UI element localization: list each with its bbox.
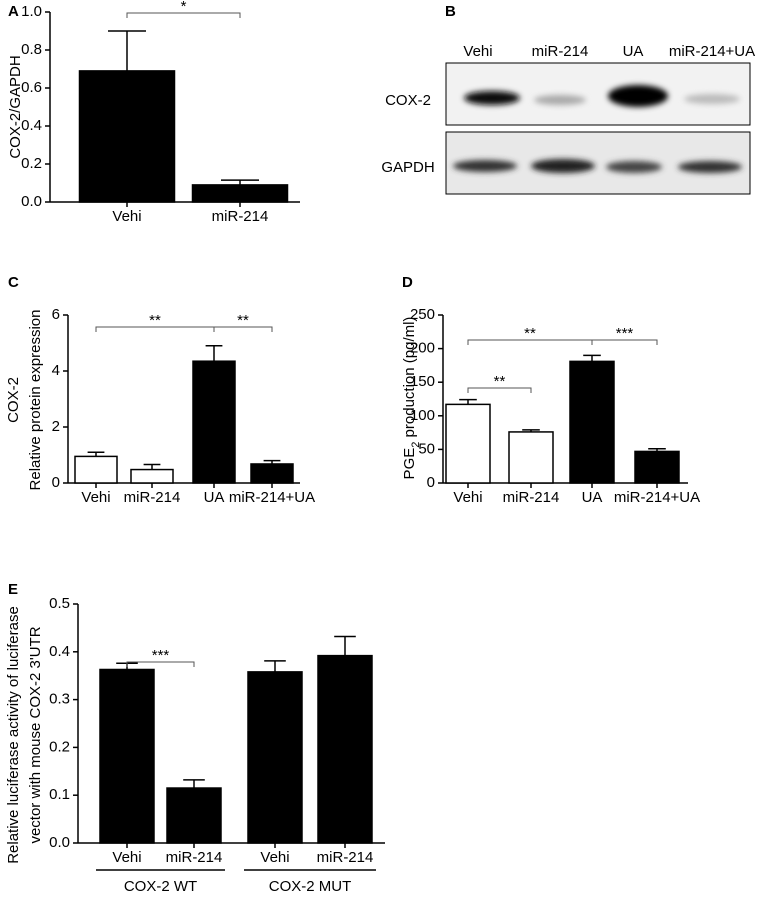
bar [191, 184, 289, 203]
y-tick-label: 0.4 [21, 117, 42, 134]
bands [453, 85, 742, 173]
bar-chart: A COX-2/GAPDH 0.0 0.2 0.4 0.6 0.8 1.0 Vehi miR-21… [7, 0, 300, 225]
y-tick-label: 0.5 [49, 595, 70, 612]
x-tick-label: Vehi [112, 208, 141, 225]
panel-label: B [445, 3, 456, 20]
lane-label: UA [623, 43, 644, 60]
panel-label: C [8, 274, 19, 291]
y-axis-label: vector with mouse COX-2 3'UTR [27, 626, 44, 843]
significance-label: *** [616, 325, 634, 342]
row-label: GAPDH [381, 159, 434, 176]
y-tick-label: 100 [410, 407, 435, 424]
x-tick-label: miR-214 [124, 489, 181, 506]
x-tick-label: miR-214 [212, 208, 269, 225]
significance-label: ** [494, 373, 506, 390]
bar [166, 787, 222, 844]
panel-label: E [8, 581, 18, 598]
x-tick-label: UA [582, 489, 603, 506]
bar [99, 668, 155, 844]
y-tick-label: 4 [52, 362, 60, 379]
bar [192, 360, 236, 484]
y-tick-label: 150 [410, 373, 435, 390]
bar-chart: E Relative luciferase activity of lucifer… [5, 581, 385, 895]
lane-label: Vehi [463, 43, 492, 60]
y-tick-label: 0.0 [21, 193, 42, 210]
bar [569, 360, 615, 484]
bar [250, 463, 294, 484]
y-axis-label-part: 2 [410, 442, 422, 448]
significance-bracket [467, 387, 532, 393]
y-tick-label: 6 [52, 306, 60, 323]
significance-bracket [126, 12, 241, 18]
group-label: COX-2 MUT [269, 878, 352, 895]
y-tick-label: 0.0 [49, 834, 70, 851]
y-axis-label: Relative luciferase activity of lucifera… [5, 606, 22, 864]
y-tick-label: 0.6 [21, 79, 42, 96]
lane-label: miR-214+UA [669, 43, 755, 60]
x-tick-label: UA [204, 489, 225, 506]
y-tick-label: 0 [427, 474, 435, 491]
significance-label: * [181, 0, 187, 15]
lane-label: miR-214 [532, 43, 589, 60]
y-tick-label: 0 [52, 474, 60, 491]
bar [247, 671, 303, 844]
blot-panel: B Vehi miR-214 UA miR-214+UA COX-2 GAPDH [381, 3, 755, 195]
y-axis-label: PGE2 production (pg/ml) [401, 317, 422, 480]
y-tick-label: 0.4 [49, 643, 70, 660]
bar [74, 455, 118, 484]
group-label: COX-2 WT [124, 878, 197, 895]
x-tick-label: miR-214 [503, 489, 560, 506]
significance-label: *** [152, 647, 170, 664]
y-tick-label: 200 [410, 340, 435, 357]
y-tick-label: 1.0 [21, 3, 42, 20]
significance-bracket [213, 326, 273, 332]
y-axis-label-part: PGE [401, 448, 418, 480]
y-axis-label-part: production (pg/ml) [401, 317, 418, 442]
x-tick-label: miR-214+UA [229, 489, 315, 506]
y-tick-label: 50 [418, 440, 435, 457]
bar [78, 70, 176, 203]
x-tick-label: miR-214 [317, 849, 374, 866]
y-tick-label: 0.3 [49, 691, 70, 708]
x-tick-label: miR-214 [166, 849, 223, 866]
y-tick-label: 0.8 [21, 41, 42, 58]
x-tick-label: Vehi [453, 489, 482, 506]
y-axis-label: Relative protein expression [27, 310, 44, 491]
significance-bracket [591, 339, 658, 345]
y-axis-label: COX-2/GAPDH [7, 55, 24, 158]
bar [634, 450, 680, 484]
bar [317, 654, 373, 844]
panel-label: D [402, 274, 413, 291]
bar [445, 403, 491, 484]
y-axis-label: COX-2 [5, 377, 22, 423]
bar-chart: D PGE2 production (pg/ml) 0 50 100 150 200 250 V… [401, 274, 700, 506]
y-tick-label: 0.2 [49, 738, 70, 755]
x-tick-label: Vehi [260, 849, 289, 866]
x-tick-label: miR-214+UA [614, 489, 700, 506]
y-tick-label: 2 [52, 418, 60, 435]
bar [130, 468, 174, 484]
bar [508, 431, 554, 484]
row-label: COX-2 [385, 92, 431, 109]
y-tick-label: 0.2 [21, 155, 42, 172]
y-tick-label: 250 [410, 306, 435, 323]
x-tick-label: Vehi [81, 489, 110, 506]
significance-label: ** [237, 312, 249, 329]
y-tick-label: 0.1 [49, 786, 70, 803]
significance-bracket [126, 661, 195, 667]
bar-chart: C COX-2 Relative protein expression 0 2 4 6 Veh… [5, 274, 315, 506]
significance-label: ** [149, 312, 161, 329]
significance-label: ** [524, 325, 536, 342]
panel-label: A [8, 3, 19, 20]
x-tick-label: Vehi [112, 849, 141, 866]
